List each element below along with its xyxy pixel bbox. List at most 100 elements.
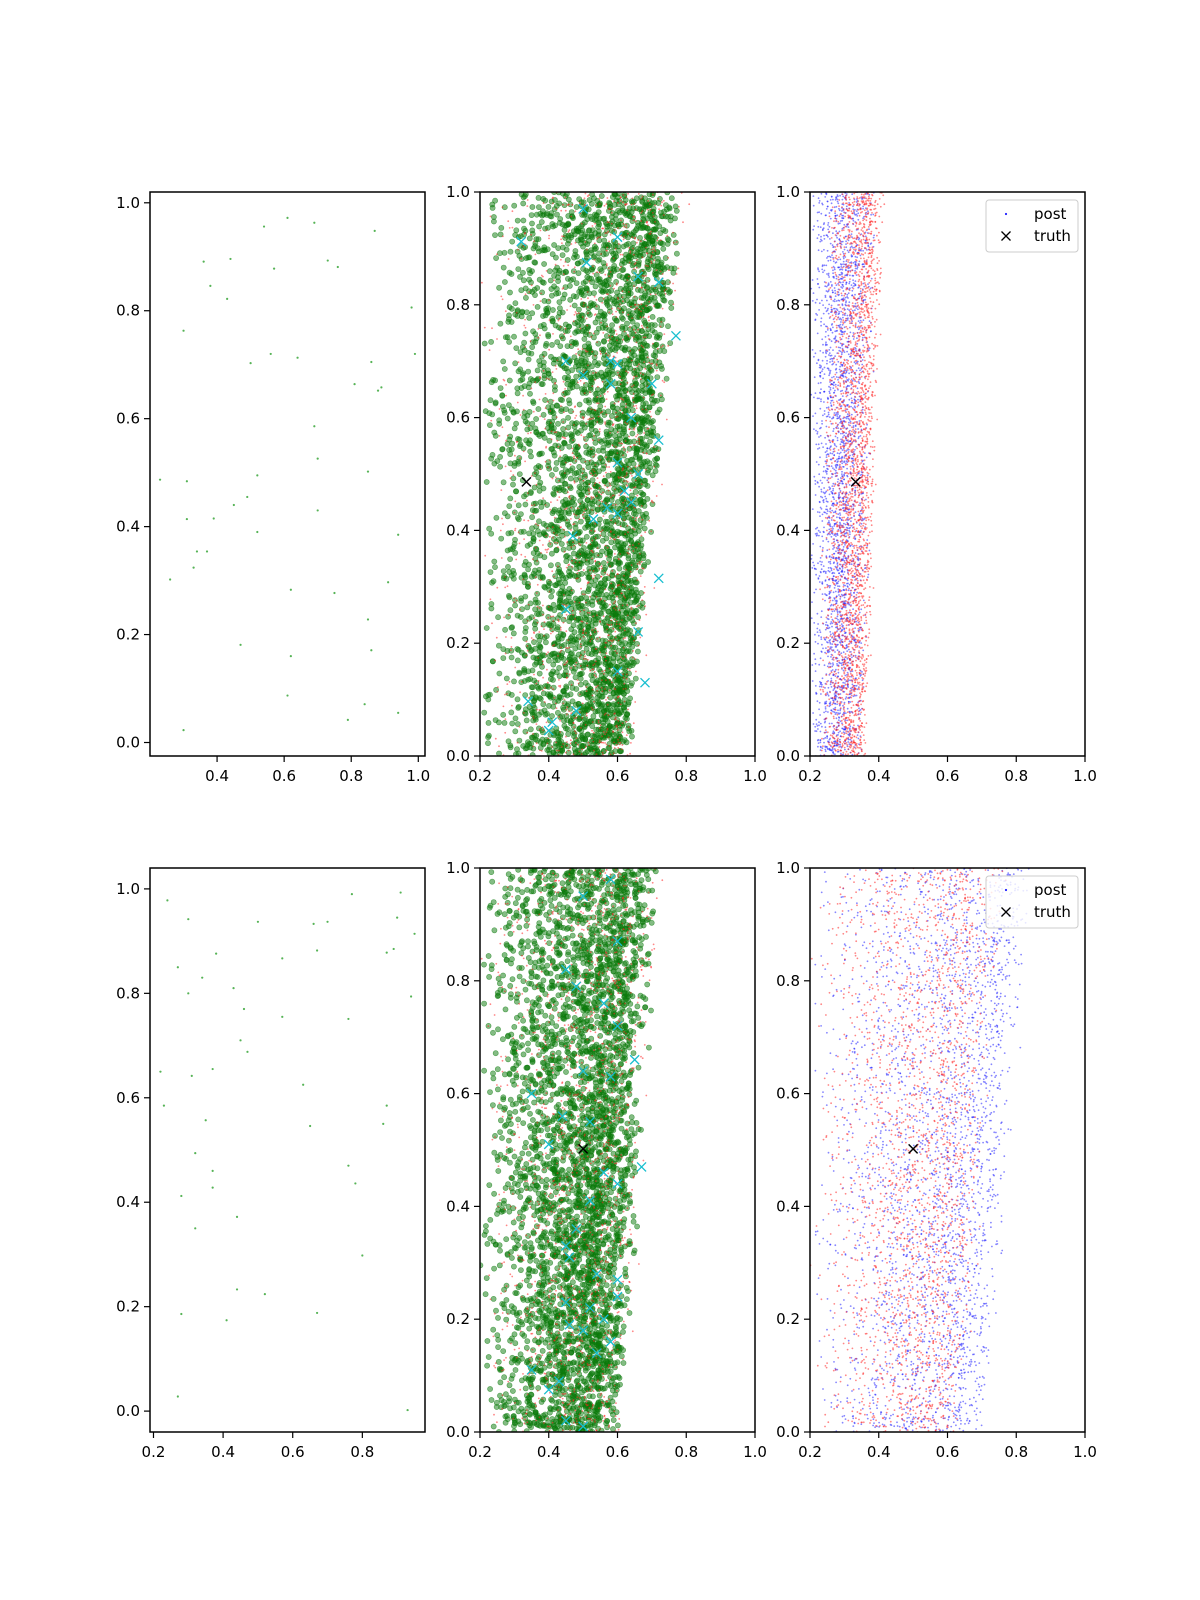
data-point — [538, 219, 545, 225]
data-point — [640, 310, 642, 313]
data-point — [555, 476, 557, 479]
data-point — [659, 365, 665, 372]
data-point — [654, 293, 657, 296]
data-point — [605, 471, 607, 474]
data-point — [507, 289, 513, 296]
data-point — [505, 530, 512, 537]
data-point — [592, 372, 594, 374]
data-point — [632, 516, 634, 519]
data-point — [536, 637, 543, 644]
data-point — [495, 719, 502, 726]
data-point — [625, 701, 632, 707]
data-point — [600, 531, 607, 537]
data-point — [545, 446, 547, 449]
data-point — [551, 477, 554, 480]
data-point — [353, 383, 356, 386]
data-point — [526, 235, 533, 242]
data-point — [632, 227, 639, 234]
data-point — [536, 708, 538, 711]
data-point — [613, 747, 616, 749]
data-point — [627, 726, 630, 728]
data-point — [586, 622, 588, 625]
data-point — [508, 709, 515, 716]
data-point — [515, 558, 518, 561]
data-point — [565, 213, 572, 219]
data-point — [657, 236, 660, 239]
data-point — [536, 482, 543, 489]
data-point — [520, 553, 523, 556]
data-point — [540, 741, 547, 748]
data-point — [602, 602, 609, 609]
data-point — [625, 403, 628, 405]
data-point — [554, 541, 556, 544]
data-point — [570, 683, 573, 686]
data-point — [530, 284, 533, 287]
data-point — [570, 546, 573, 548]
data-point — [560, 238, 562, 241]
data-point — [533, 507, 540, 514]
x-tick-label: 0.8 — [339, 767, 363, 785]
y-tick-label: 0.2 — [116, 626, 140, 644]
data-point — [542, 202, 545, 205]
data-point — [562, 273, 565, 276]
data-point — [574, 665, 577, 667]
data-point — [548, 540, 551, 542]
data-point — [539, 300, 542, 302]
data-point — [607, 634, 610, 637]
data-point — [651, 248, 653, 251]
data-point — [601, 529, 604, 532]
data-point — [481, 340, 488, 347]
data-point — [588, 651, 595, 658]
data-point — [561, 688, 567, 695]
data-point — [596, 341, 598, 343]
data-point — [603, 592, 610, 598]
data-point — [508, 692, 515, 698]
data-point — [526, 620, 529, 622]
data-point — [613, 687, 616, 690]
data-point — [558, 541, 565, 547]
data-point — [537, 336, 540, 339]
data-point — [629, 575, 632, 578]
data-point — [527, 519, 530, 522]
data-point — [622, 673, 625, 676]
data-point — [619, 253, 622, 256]
data-point — [558, 715, 560, 718]
data-point — [540, 701, 547, 708]
data-point — [587, 312, 589, 314]
data-point — [637, 249, 644, 256]
data-point — [618, 374, 620, 377]
data-point — [617, 476, 620, 478]
data-point — [617, 536, 620, 538]
data-point — [627, 365, 634, 372]
data-point — [672, 231, 674, 234]
data-point — [536, 518, 542, 525]
data-point — [543, 639, 549, 646]
data-point — [604, 656, 606, 658]
data-point — [548, 562, 554, 569]
data-point — [602, 475, 605, 478]
data-point — [606, 263, 608, 265]
data-point — [626, 209, 629, 212]
data-point — [648, 280, 650, 282]
data-point — [566, 397, 572, 404]
data-point — [547, 398, 554, 405]
data-point — [563, 395, 566, 398]
data-point — [618, 268, 621, 271]
data-point — [540, 292, 542, 295]
data-point — [517, 361, 520, 364]
data-point — [499, 392, 506, 399]
data-point — [599, 534, 602, 537]
data-point — [643, 586, 646, 588]
data-point — [610, 619, 613, 622]
data-point — [510, 575, 517, 582]
data-point — [595, 257, 602, 264]
series-dot-0 — [158, 216, 417, 732]
data-point — [601, 477, 608, 484]
data-point — [565, 744, 568, 747]
data-point — [639, 395, 646, 402]
data-point — [514, 721, 521, 727]
data-point — [606, 486, 609, 489]
data-point — [612, 611, 619, 618]
data-point — [584, 369, 586, 371]
data-point — [513, 345, 520, 351]
